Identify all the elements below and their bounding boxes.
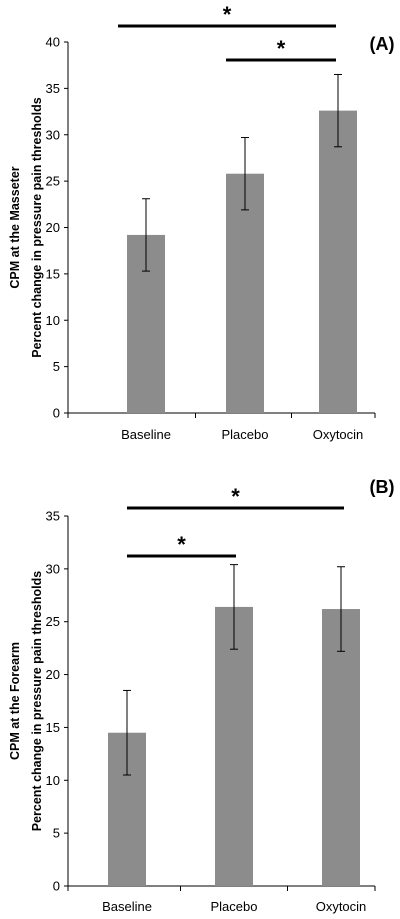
x-category-label: Baseline <box>121 427 171 442</box>
y-tick-label: 30 <box>46 561 60 576</box>
y-tick-label: 5 <box>53 359 60 374</box>
chart-panel-b: 0 5 10 15 20 25 30 35 Baseline Placebo Oxytocin CPM… <box>8 477 395 914</box>
y-axis-label: CPM at the Masseter <box>8 166 22 288</box>
y-tick-label: 35 <box>46 509 60 524</box>
bar-placebo <box>215 606 253 886</box>
y-tick-label: 5 <box>53 826 60 841</box>
significance-star: * <box>223 2 232 27</box>
x-category-label: Oxytocin <box>316 899 367 914</box>
significance-star: * <box>177 532 186 557</box>
y-tick-label: 20 <box>46 667 60 682</box>
x-category-label: Oxytocin <box>313 427 364 442</box>
panel-label: (A) <box>370 34 395 54</box>
x-category-label: Placebo <box>222 427 269 442</box>
significance-star: * <box>277 36 286 61</box>
y-axis-label: Percent change in pressure pain threshol… <box>30 571 44 832</box>
y-tick-label: 20 <box>46 220 60 235</box>
y-axis-label: CPM at the Forearm <box>8 642 22 760</box>
y-tick-label: 15 <box>46 266 60 281</box>
y-tick-label: 40 <box>46 35 60 50</box>
bar-placebo <box>226 173 264 413</box>
y-tick-label: 10 <box>46 773 60 788</box>
y-tick-label: 25 <box>46 174 60 189</box>
x-category-label: Placebo <box>211 899 258 914</box>
bar-oxytocin <box>319 110 357 413</box>
bar-oxytocin <box>322 609 360 886</box>
y-tick-label: 0 <box>53 406 60 421</box>
x-category-label: Baseline <box>102 899 152 914</box>
y-tick-label: 30 <box>46 127 60 142</box>
y-tick-label: 15 <box>46 720 60 735</box>
y-axis-label: Percent change in pressure pain threshol… <box>30 97 44 358</box>
panel-label: (B) <box>370 477 395 497</box>
significance-star: * <box>231 484 240 509</box>
y-tick-label: 35 <box>46 81 60 96</box>
y-tick-label: 10 <box>46 313 60 328</box>
chart-panel-a: 0 5 10 15 20 25 30 35 40 Baseline Placebo Oxytocin C… <box>8 2 395 442</box>
y-tick-label: 25 <box>46 614 60 629</box>
y-tick-label: 0 <box>53 879 60 894</box>
